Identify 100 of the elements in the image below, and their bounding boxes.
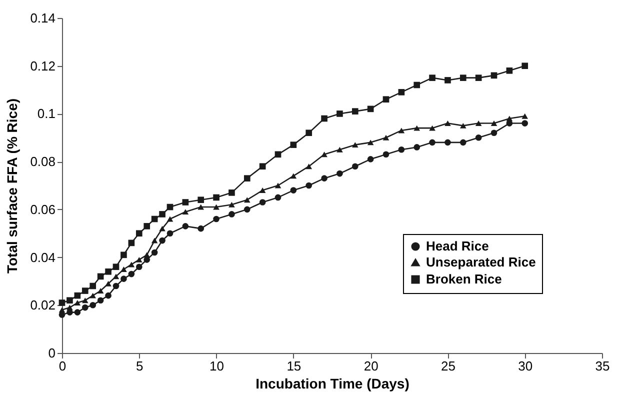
point: [522, 113, 528, 119]
point: [367, 156, 374, 162]
x-tick-label: 10: [210, 358, 224, 374]
point: [213, 194, 220, 201]
point: [112, 264, 120, 270]
point: [58, 300, 66, 306]
y-tick-label: 0.02: [30, 298, 56, 313]
legend-label: Broken Rice: [426, 272, 502, 286]
point: [414, 125, 420, 131]
point: [128, 240, 135, 246]
point: [321, 115, 328, 122]
y-tick-label: 0.14: [30, 10, 56, 26]
point: [120, 266, 127, 272]
y-tick-label: 0.1: [37, 106, 56, 122]
point: [112, 282, 120, 290]
point: [151, 238, 158, 244]
point: [274, 182, 282, 188]
point: [97, 288, 104, 294]
x-tick-label: 30: [518, 358, 533, 374]
point: [306, 182, 312, 189]
point: [429, 74, 436, 81]
x-tick-label: 35: [595, 358, 610, 374]
point: [105, 268, 112, 275]
point: [475, 134, 482, 141]
point: [228, 211, 235, 218]
point: [136, 256, 142, 262]
point: [120, 252, 127, 258]
point: [213, 204, 220, 210]
point: [290, 187, 297, 194]
point: [475, 74, 482, 81]
point: [367, 140, 374, 146]
point: [490, 120, 498, 126]
point: [166, 216, 174, 222]
point: [182, 223, 189, 230]
point: [398, 89, 405, 96]
x-tick-label: 5: [136, 358, 144, 374]
point: [259, 163, 266, 170]
point: [159, 211, 166, 218]
point: [182, 209, 189, 215]
point: [321, 152, 328, 158]
point: [159, 237, 166, 244]
point: [82, 304, 88, 311]
point: [90, 292, 96, 298]
point: [228, 202, 235, 208]
point: [367, 106, 374, 112]
point: [352, 163, 358, 170]
point: [444, 120, 451, 126]
point: [414, 82, 420, 88]
point: [274, 194, 282, 201]
point: [198, 204, 204, 210]
point: [228, 190, 235, 196]
point: [151, 249, 158, 256]
point: [166, 204, 174, 210]
point: [444, 139, 451, 146]
point: [105, 292, 112, 299]
y-tick-label: 0.04: [30, 250, 56, 265]
point: [151, 216, 158, 222]
point: [112, 274, 120, 280]
legend-label: Head Rice: [426, 238, 489, 254]
point: [429, 125, 436, 131]
point: [120, 276, 127, 282]
point: [259, 199, 266, 206]
point: [198, 196, 204, 204]
point: [460, 74, 466, 81]
y-tick-label: 0.08: [30, 154, 56, 170]
point: [414, 144, 420, 150]
point: [522, 62, 528, 70]
x-tick-label: 15: [286, 358, 302, 374]
point: [336, 170, 343, 177]
point: [213, 216, 220, 222]
point: [244, 206, 250, 213]
point: [290, 173, 297, 179]
point: [460, 122, 466, 128]
x-tick-label: 25: [440, 358, 456, 374]
point: [97, 273, 104, 280]
y-tick-label: 0: [48, 346, 56, 360]
point: [336, 110, 343, 117]
point: [58, 307, 66, 313]
point: [398, 128, 405, 134]
point: [74, 300, 81, 306]
point: [198, 225, 204, 232]
point: [244, 197, 250, 203]
point: [74, 292, 81, 299]
point: [352, 142, 358, 148]
legend-label: Unseparated Rice: [426, 254, 536, 270]
point: [506, 116, 513, 122]
point: [352, 108, 358, 114]
point: [522, 120, 528, 126]
x-axis-title: Incubation Time (Days): [256, 376, 410, 392]
point: [182, 199, 189, 206]
point: [490, 72, 498, 79]
y-axis-title: Total surface FFA (% Rice): [4, 98, 20, 274]
point: [82, 288, 88, 294]
point: [321, 175, 328, 182]
point: [398, 146, 405, 153]
point: [82, 298, 88, 304]
point: [306, 130, 312, 136]
point: [90, 302, 96, 308]
point: [490, 130, 498, 136]
point: [306, 164, 312, 170]
